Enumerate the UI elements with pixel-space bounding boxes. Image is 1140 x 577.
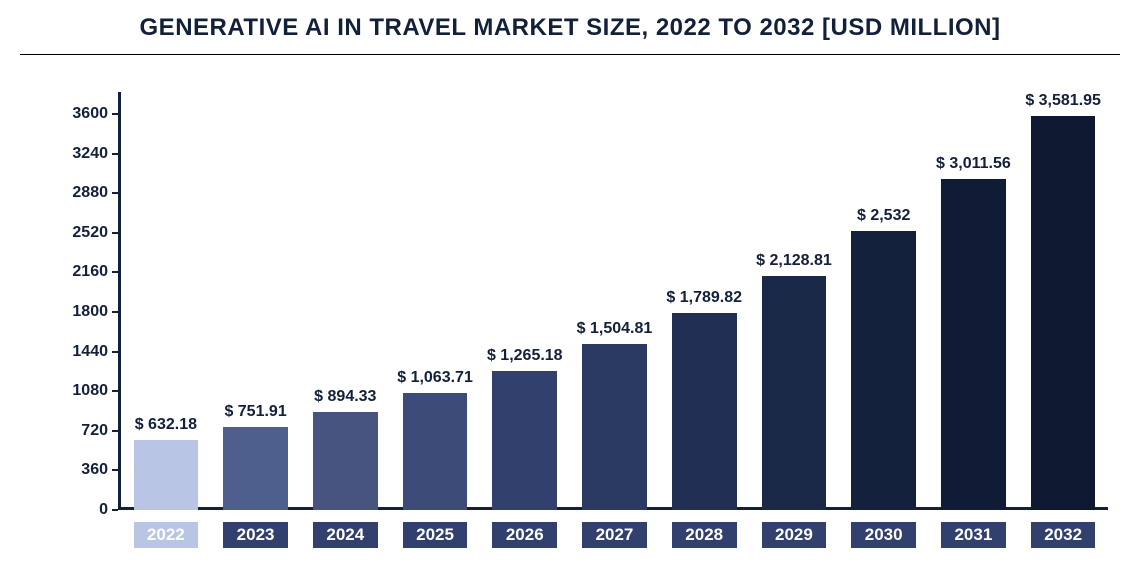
- bar: $ 894.33: [313, 412, 378, 510]
- y-tick-mark: [112, 390, 118, 392]
- y-axis-line: [118, 92, 121, 510]
- y-tick-mark: [112, 271, 118, 273]
- x-category-label: 2029: [762, 522, 827, 548]
- bar-value-label: $ 751.91: [224, 403, 286, 427]
- x-category-label: 2023: [223, 522, 288, 548]
- y-tick-mark: [112, 430, 118, 432]
- plot-area: 036072010801440180021602520288032403600 …: [118, 92, 1108, 510]
- y-tick-mark: [112, 351, 118, 353]
- bar-value-label: $ 3,581.95: [1025, 92, 1101, 116]
- bar: $ 2,532: [851, 231, 916, 510]
- page: GENERATIVE AI IN TRAVEL MARKET SIZE, 202…: [0, 0, 1140, 577]
- x-category-label: 2032: [1031, 522, 1096, 548]
- bar: $ 1,063.71: [403, 393, 468, 510]
- bar: $ 3,581.95: [1031, 116, 1096, 510]
- bar: $ 2,128.81: [762, 276, 827, 510]
- x-category-label: 2024: [313, 522, 378, 548]
- y-tick-mark: [112, 232, 118, 234]
- bar-value-label: $ 1,504.81: [577, 320, 653, 344]
- y-tick-mark: [112, 192, 118, 194]
- y-tick-mark: [112, 153, 118, 155]
- y-tick-mark: [112, 311, 118, 313]
- bar-value-label: $ 2,532: [857, 207, 910, 231]
- bar: $ 1,504.81: [582, 344, 647, 510]
- x-category-label: 2027: [582, 522, 647, 548]
- x-category-label: 2026: [492, 522, 557, 548]
- bar: $ 632.18: [134, 440, 199, 510]
- bar-value-label: $ 3,011.56: [936, 155, 1011, 179]
- x-category-label: 2030: [851, 522, 916, 548]
- title-divider: [20, 54, 1120, 55]
- bar-value-label: $ 894.33: [314, 388, 376, 412]
- bar: $ 3,011.56: [941, 179, 1006, 510]
- x-category-label: 2028: [672, 522, 737, 548]
- x-category-label: 2031: [941, 522, 1006, 548]
- bar-value-label: $ 1,265.18: [487, 347, 563, 371]
- y-tick-mark: [112, 509, 118, 511]
- bar-chart: 036072010801440180021602520288032403600 …: [118, 92, 1108, 570]
- bar: $ 1,265.18: [492, 371, 557, 510]
- bar-value-label: $ 1,789.82: [666, 289, 742, 313]
- bar: $ 751.91: [223, 427, 288, 510]
- x-category-label: 2022: [134, 522, 199, 548]
- chart-title: GENERATIVE AI IN TRAVEL MARKET SIZE, 202…: [0, 0, 1140, 54]
- bar-value-label: $ 2,128.81: [756, 252, 832, 276]
- y-tick-mark: [112, 113, 118, 115]
- x-category-label: 2025: [403, 522, 468, 548]
- bar-value-label: $ 1,063.71: [397, 369, 473, 393]
- bar-value-label: $ 632.18: [135, 416, 197, 440]
- bar: $ 1,789.82: [672, 313, 737, 510]
- y-tick-mark: [112, 469, 118, 471]
